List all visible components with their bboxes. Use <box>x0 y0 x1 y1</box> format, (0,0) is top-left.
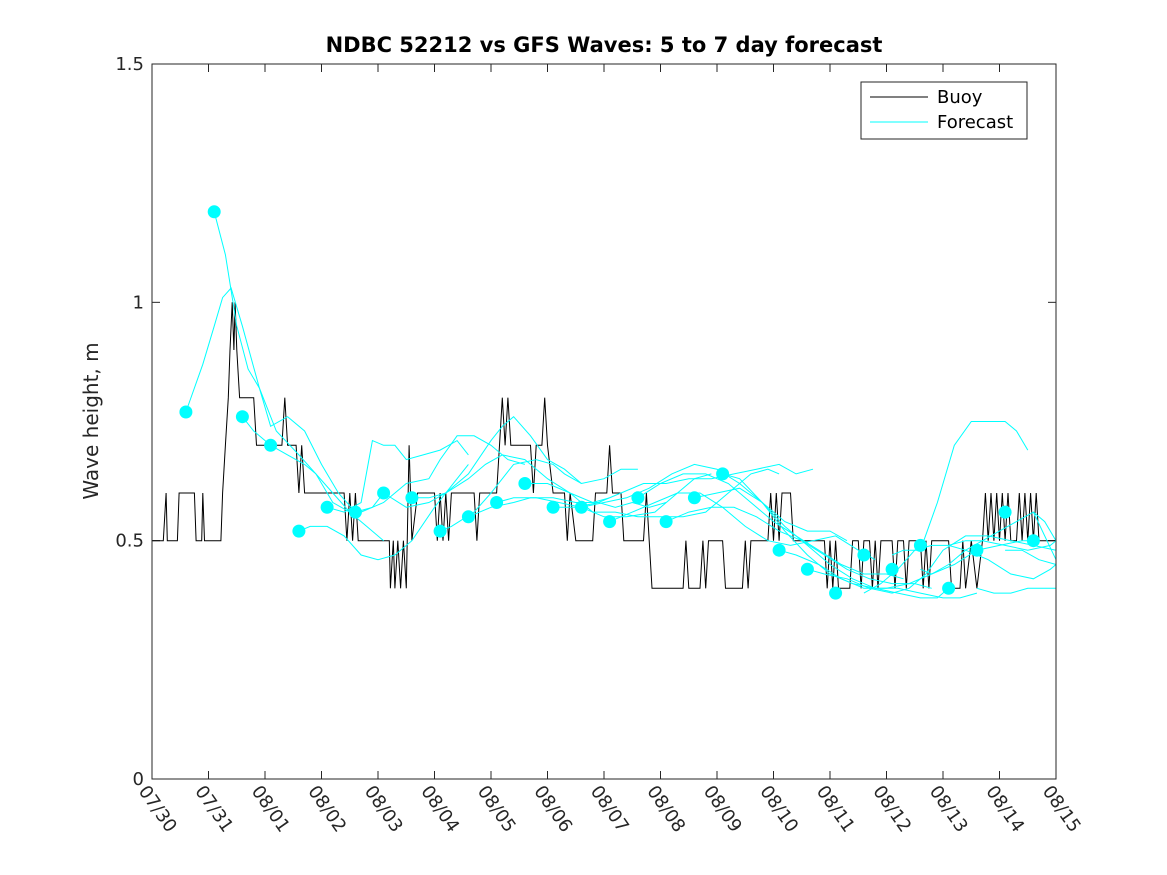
forecast-start-marker <box>659 515 673 529</box>
forecast-start-marker <box>292 524 306 538</box>
y-axis-label: Wave height, m <box>79 342 103 499</box>
forecast-line <box>807 535 1057 594</box>
forecast-start-marker <box>405 491 419 505</box>
y-tick-label: 1 <box>133 292 144 313</box>
forecast-start-marker <box>970 543 984 557</box>
forecast-line <box>553 463 814 508</box>
forecast-line <box>298 464 469 561</box>
forecast-start-marker <box>913 538 927 552</box>
forecast-line <box>383 416 582 508</box>
forecast-line <box>242 416 384 542</box>
legend: Buoy Forecast <box>860 81 1028 140</box>
legend-box <box>860 81 1028 140</box>
forecast-line <box>411 454 610 504</box>
legend-forecast-label: Forecast <box>937 112 1013 133</box>
forecast-start-marker <box>829 586 843 600</box>
forecast-start-markers <box>179 205 1040 600</box>
forecast-start-marker <box>546 500 560 514</box>
forecast-start-marker <box>772 543 786 557</box>
forecast-line <box>524 468 780 518</box>
forecast-start-marker <box>631 491 645 505</box>
forecast-start-marker <box>320 500 334 514</box>
forecast-start-marker <box>687 491 701 505</box>
forecast-line <box>891 421 1029 556</box>
forecast-start-marker <box>574 500 588 514</box>
forecast-line <box>637 473 904 580</box>
forecast-start-marker <box>377 486 391 500</box>
forecast-start-marker <box>264 438 278 452</box>
forecast-line <box>1033 511 1057 541</box>
forecast-line <box>581 463 848 542</box>
forecast-start-marker <box>800 562 814 576</box>
forecast-start-marker <box>461 510 475 524</box>
plot-area <box>152 64 1056 779</box>
forecast-line <box>496 473 712 518</box>
forecast-start-marker <box>348 505 362 519</box>
forecast-line <box>778 540 1039 589</box>
forecast-start-marker <box>235 410 249 424</box>
plot-frame <box>151 63 1057 780</box>
forecast-start-marker <box>1026 534 1040 548</box>
y-tick-label: 0 <box>133 769 144 790</box>
forecast-line <box>976 587 1056 594</box>
forecast-line <box>213 211 356 513</box>
legend-buoy-label: Buoy <box>937 87 983 108</box>
forecast-start-marker <box>885 562 899 576</box>
forecast-line <box>1005 549 1057 565</box>
forecast-series-group <box>185 211 1057 599</box>
forecast-start-marker <box>179 405 193 419</box>
forecast-line <box>355 435 526 513</box>
forecast-start-marker <box>998 505 1012 519</box>
forecast-start-marker <box>433 524 447 538</box>
forecast-line <box>694 487 949 599</box>
forecast-start-marker <box>518 477 532 490</box>
forecast-line <box>609 492 876 561</box>
forecast-line <box>920 511 1057 575</box>
forecast-start-marker <box>857 548 871 562</box>
forecast-start-marker <box>716 467 730 481</box>
y-tick-label: 0.5 <box>115 531 144 552</box>
y-tick-label: 1.5 <box>115 54 144 75</box>
forecast-start-marker <box>207 205 221 219</box>
chart-title: NDBC 52212 vs GFS Waves: 5 to 7 day fore… <box>326 33 883 57</box>
forecast-start-marker <box>490 496 504 509</box>
forecast-line <box>948 544 1057 580</box>
forecast-start-marker <box>603 515 617 529</box>
forecast-start-marker <box>942 581 956 595</box>
